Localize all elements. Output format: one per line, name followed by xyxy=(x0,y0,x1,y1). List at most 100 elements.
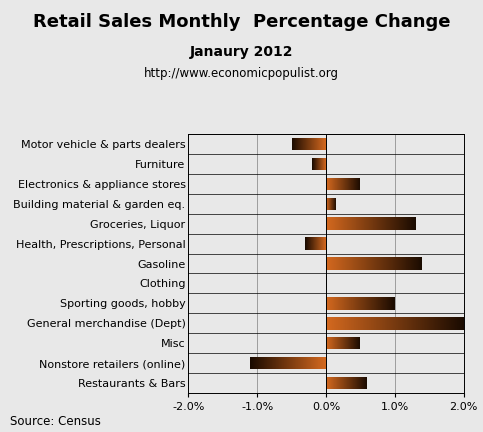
Bar xyxy=(399,317,400,330)
Bar xyxy=(400,317,401,330)
Text: Source: Census: Source: Census xyxy=(10,415,100,428)
Bar xyxy=(422,317,423,330)
Bar xyxy=(459,317,460,330)
Bar xyxy=(346,317,347,330)
Bar xyxy=(425,317,426,330)
Bar xyxy=(455,317,456,330)
Bar xyxy=(406,317,407,330)
Bar xyxy=(378,317,379,330)
Bar xyxy=(377,317,378,330)
Bar xyxy=(357,317,358,330)
Bar xyxy=(433,317,434,330)
Bar xyxy=(384,317,385,330)
Bar xyxy=(388,317,389,330)
Bar xyxy=(343,317,344,330)
Bar xyxy=(395,317,396,330)
Bar xyxy=(402,317,403,330)
Bar xyxy=(380,317,381,330)
Bar xyxy=(383,317,384,330)
Bar xyxy=(434,317,435,330)
Bar xyxy=(379,317,380,330)
Bar xyxy=(443,317,444,330)
Bar xyxy=(423,317,424,330)
Bar xyxy=(394,317,395,330)
Bar xyxy=(373,317,374,330)
Bar xyxy=(337,317,338,330)
Bar xyxy=(344,317,345,330)
Bar xyxy=(452,317,453,330)
Bar xyxy=(450,317,451,330)
Bar xyxy=(444,317,445,330)
Bar xyxy=(363,317,364,330)
Bar xyxy=(446,317,447,330)
Bar xyxy=(352,317,353,330)
Bar xyxy=(410,317,411,330)
Bar xyxy=(329,317,330,330)
Bar xyxy=(454,317,455,330)
Bar xyxy=(462,317,463,330)
Bar xyxy=(348,317,349,330)
Bar xyxy=(431,317,432,330)
Bar xyxy=(349,317,350,330)
Bar xyxy=(440,317,441,330)
Bar xyxy=(358,317,359,330)
Bar xyxy=(442,317,443,330)
Bar xyxy=(409,317,410,330)
Bar xyxy=(424,317,425,330)
Bar xyxy=(458,317,459,330)
Bar xyxy=(328,317,329,330)
Bar xyxy=(385,317,386,330)
Bar xyxy=(436,317,437,330)
Bar xyxy=(449,317,450,330)
Text: Retail Sales Monthly  Percentage Change: Retail Sales Monthly Percentage Change xyxy=(33,13,450,31)
Bar xyxy=(360,317,361,330)
Bar xyxy=(356,317,357,330)
Bar xyxy=(376,317,377,330)
Bar xyxy=(367,317,368,330)
Bar xyxy=(342,317,343,330)
Bar xyxy=(390,317,391,330)
Bar xyxy=(365,317,366,330)
Bar xyxy=(375,317,376,330)
Bar xyxy=(366,317,367,330)
Bar xyxy=(354,317,355,330)
Bar xyxy=(371,317,372,330)
Bar xyxy=(372,317,373,330)
Bar xyxy=(392,317,393,330)
Bar xyxy=(361,317,362,330)
Bar xyxy=(368,317,369,330)
Bar xyxy=(401,317,402,330)
Bar xyxy=(381,317,382,330)
Bar xyxy=(439,317,440,330)
Bar xyxy=(413,317,414,330)
Bar xyxy=(447,317,448,330)
Bar xyxy=(347,317,348,330)
Bar xyxy=(405,317,406,330)
Bar xyxy=(456,317,457,330)
Bar xyxy=(339,317,340,330)
Bar xyxy=(461,317,462,330)
Bar xyxy=(451,317,452,330)
Bar xyxy=(407,317,408,330)
Bar xyxy=(438,317,439,330)
Bar xyxy=(350,317,351,330)
Bar xyxy=(331,317,332,330)
Bar xyxy=(387,317,388,330)
Bar xyxy=(453,317,454,330)
Bar xyxy=(396,317,397,330)
Bar xyxy=(421,317,422,330)
Bar xyxy=(359,317,360,330)
Bar xyxy=(336,317,337,330)
Bar xyxy=(417,317,418,330)
Bar xyxy=(411,317,412,330)
Bar xyxy=(416,317,417,330)
Bar xyxy=(327,317,328,330)
Bar xyxy=(389,317,390,330)
Bar xyxy=(332,317,333,330)
Bar xyxy=(338,317,339,330)
Bar xyxy=(403,317,404,330)
Bar xyxy=(435,317,436,330)
Bar xyxy=(418,317,419,330)
Bar xyxy=(428,317,429,330)
Bar xyxy=(419,317,420,330)
